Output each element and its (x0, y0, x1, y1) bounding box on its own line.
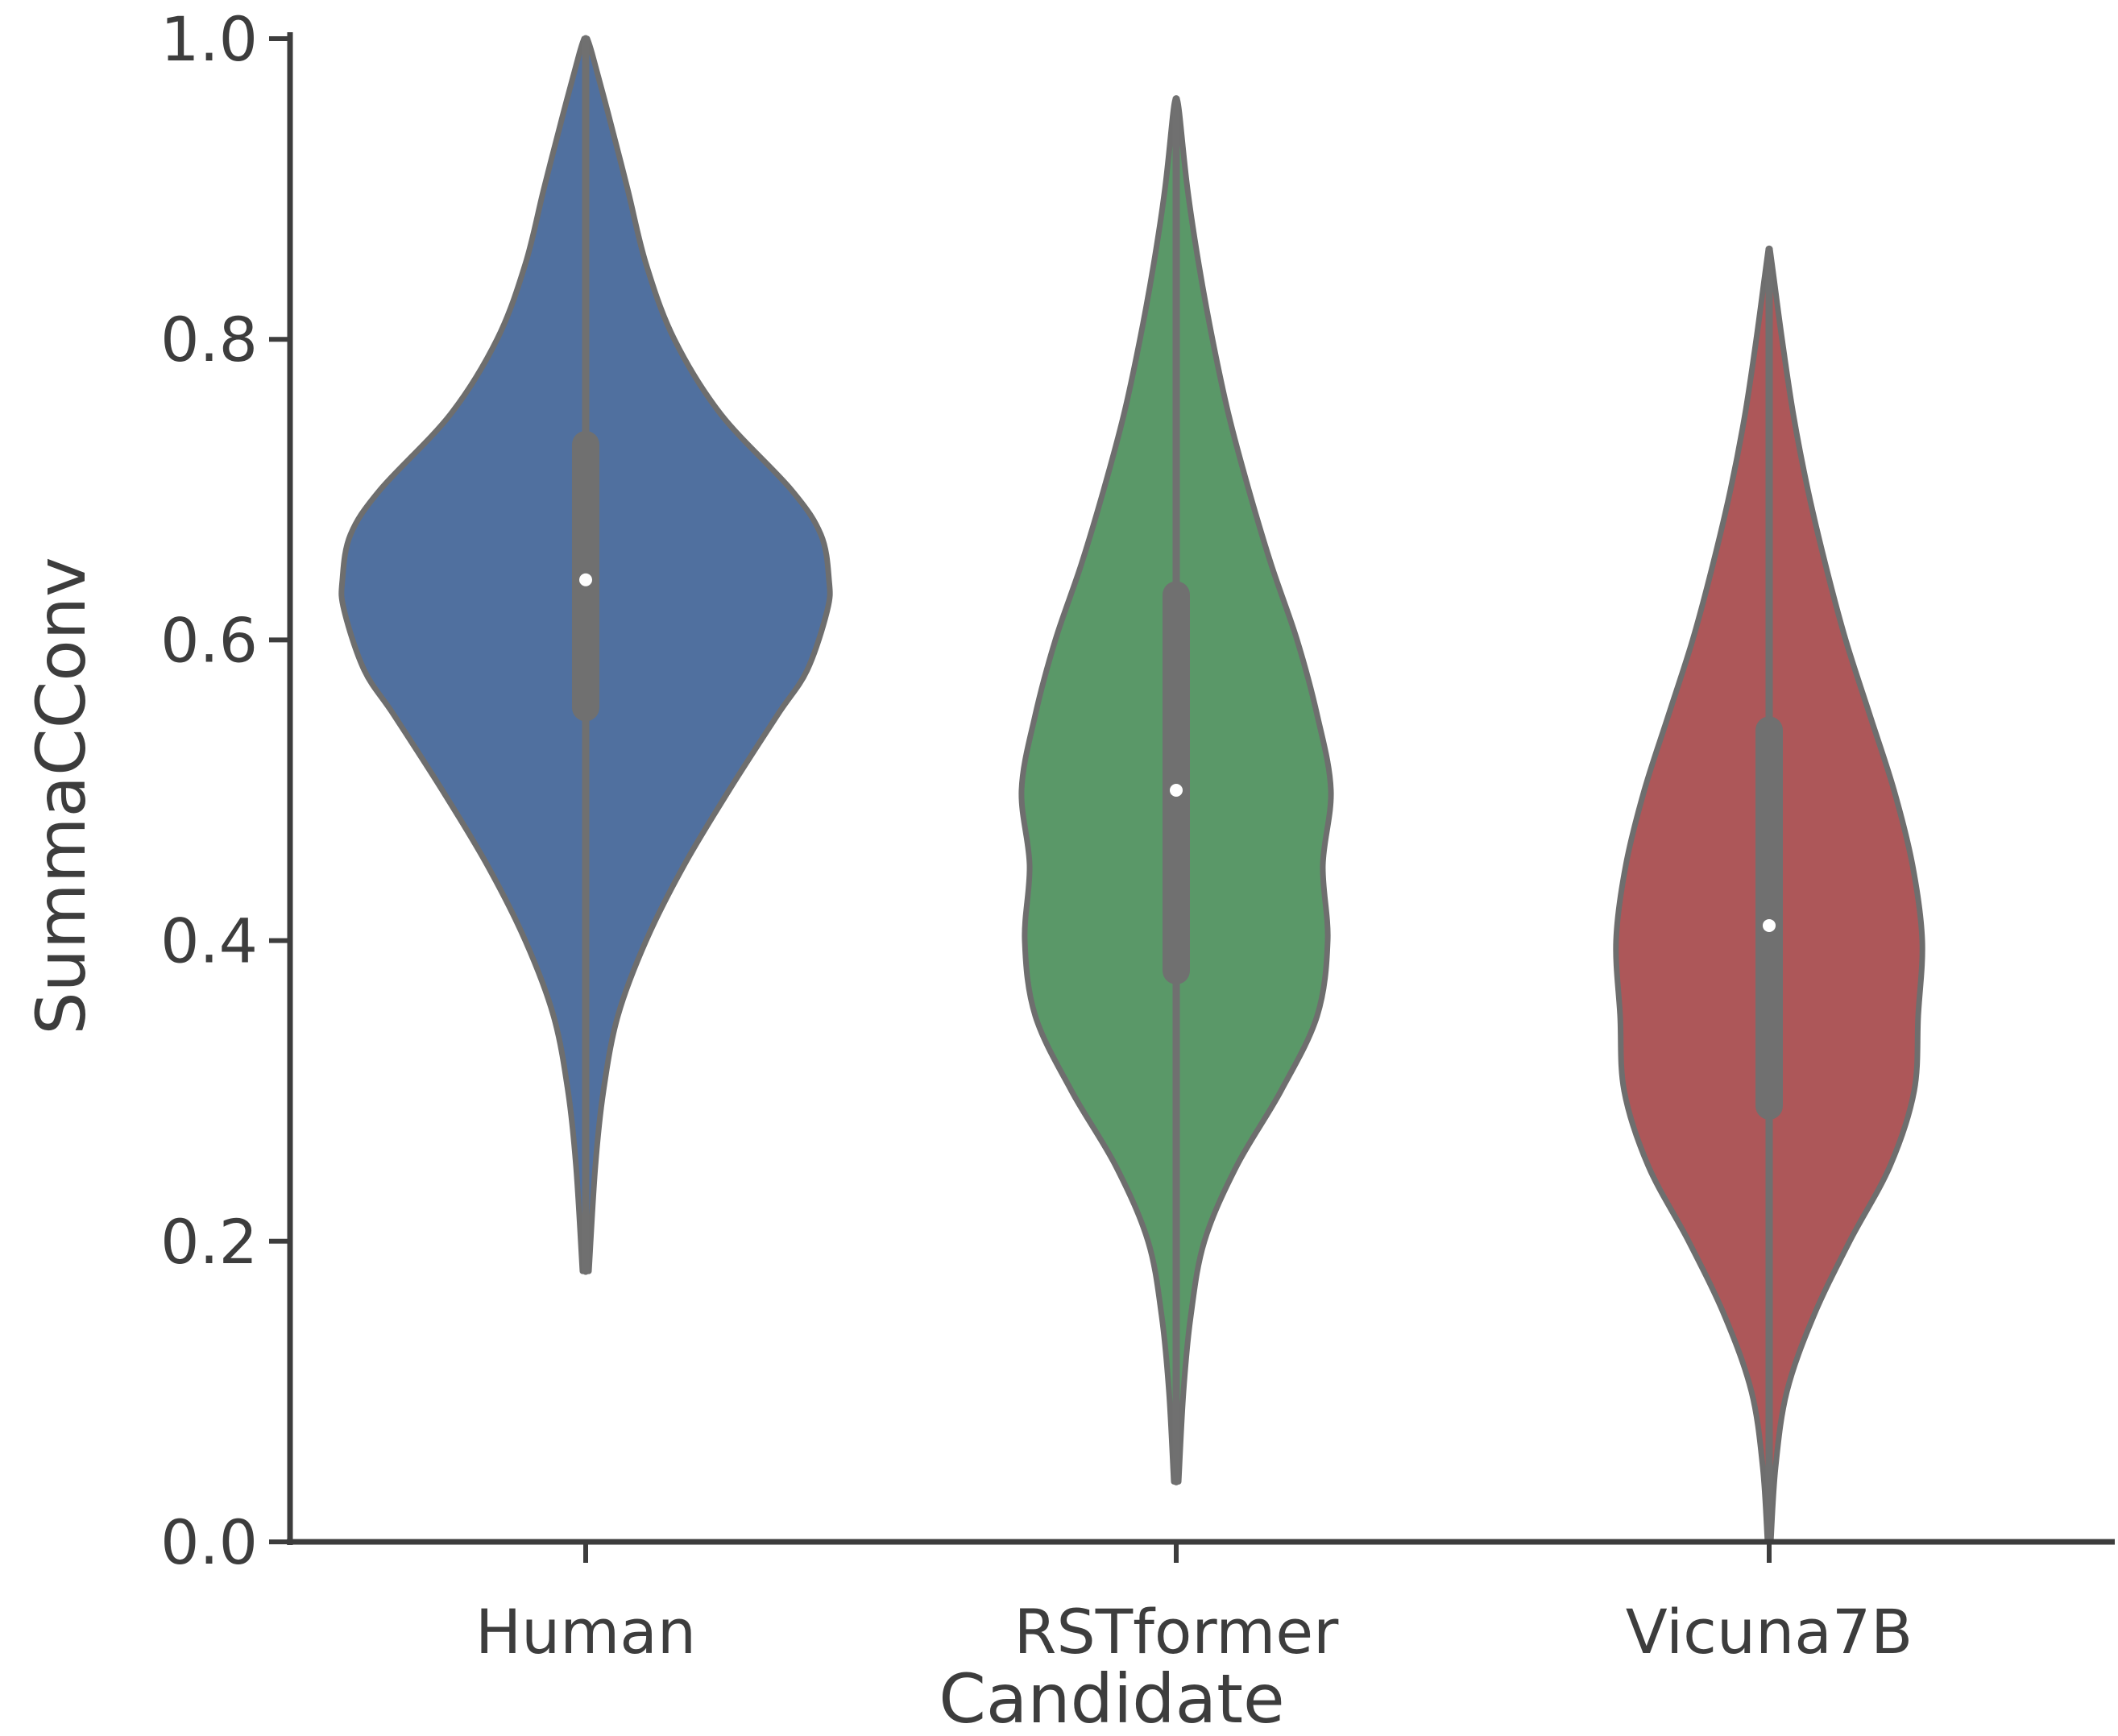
y-tick-label: 0.8 (160, 304, 258, 375)
violins (338, 35, 1925, 1546)
y-axis-title: SummaCConv (22, 557, 101, 1034)
y-tick-label: 0.4 (160, 905, 258, 977)
x-tick-label: RSTformer (1014, 1596, 1339, 1668)
y-tick-label: 1.0 (160, 3, 258, 75)
x-ticks: Human RSTformer Vicuna7B (475, 1542, 1913, 1668)
y-tick-label: 0.2 (160, 1206, 258, 1278)
violin-human (338, 35, 833, 1275)
x-axis-title: Candidate (939, 1659, 1284, 1736)
y-tick-label: 0.6 (160, 604, 258, 676)
x-tick-label: Human (475, 1596, 696, 1668)
median-dot (1763, 918, 1776, 932)
median-dot (1170, 784, 1183, 797)
y-tick-label: 0.0 (160, 1506, 258, 1578)
violin-vicuna7b (1613, 245, 1925, 1546)
y-ticks: 0.0 0.2 0.4 0.6 0.8 1.0 (160, 3, 290, 1578)
median-dot (579, 573, 592, 586)
x-tick-label: Vicuna7B (1626, 1596, 1913, 1668)
violin-rstformer (1018, 95, 1334, 1485)
